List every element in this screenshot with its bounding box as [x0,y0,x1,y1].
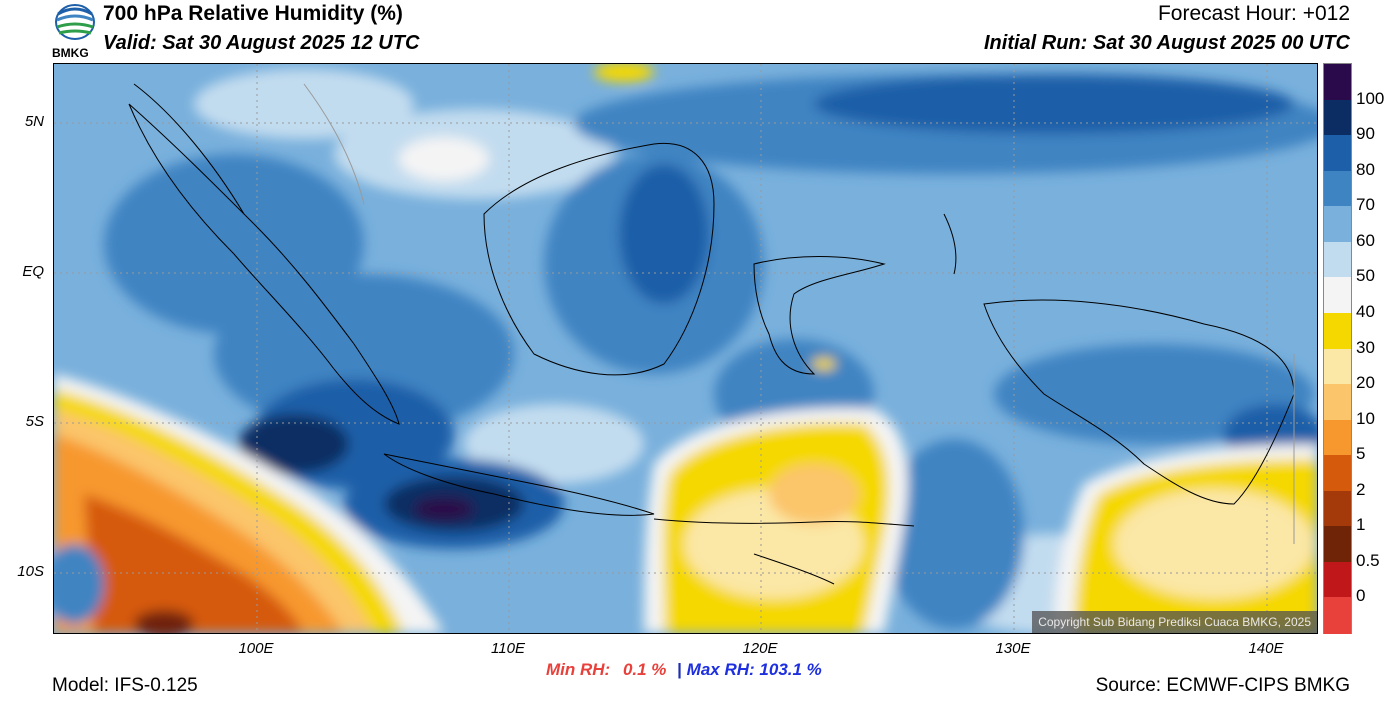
lon-tick-130e: 130E [995,640,1031,657]
max-rh-label: Max RH: [686,660,755,679]
colorbar-label: 0.5 [1356,550,1380,570]
lat-tick-5s: 5S [25,413,44,430]
colorbar-segment [1324,526,1351,563]
coastlines [128,83,1295,585]
lat-tick-5n: 5N [24,113,44,130]
java-coast [383,453,655,516]
colorbar-labels: 100 90 80 70 60 50 40 30 20 10 5 2 1 0.5 0 [1354,63,1400,632]
valid-time: Valid: Sat 30 August 2025 12 UTC [103,32,420,54]
sulawesi-coast [753,256,886,375]
logo-text: BMKG [52,46,89,60]
borders [303,83,1295,544]
lon-tick-100e: 100E [238,640,274,657]
colorbar-label: 50 [1356,266,1375,286]
colorbar-label: 20 [1356,373,1375,393]
colorbar-label: 60 [1356,230,1375,250]
colorbar-segment [1324,277,1351,314]
colorbar-label: 90 [1356,124,1375,144]
colorbar-segment [1324,206,1351,243]
bmkg-logo-icon [55,4,95,40]
new-guinea-coast [983,299,1295,505]
humidity-map: Copyright Sub Bidang Prediksi Cuaca BMKG… [53,63,1318,634]
colorbar-segment [1324,348,1351,385]
colorbar-segment [1324,99,1351,136]
colorbar-label: 1 [1356,515,1366,535]
colorbar-label: 10 [1356,408,1375,428]
lon-tick-140e: 140E [1248,640,1284,657]
colorbar-segment [1324,561,1351,598]
nusa-tenggara-coast [653,518,915,527]
initial-run: Initial Run: Sat 30 August 2025 00 UTC [983,32,1350,54]
max-rh-value: 103.1 % [759,660,822,679]
colorbar-segment [1324,597,1351,634]
halmahera-coast [943,213,957,275]
lat-tick-10s: 10S [17,563,44,580]
colorbar-label: 70 [1356,195,1375,215]
colorbar-label: 40 [1356,301,1375,321]
copyright-note: Copyright Sub Bidang Prediksi Cuaca BMKG… [1032,611,1317,633]
humidity-field [54,64,1317,633]
colorbar-label: 30 [1356,337,1375,357]
colorbar-segment [1324,312,1351,349]
rh-stats: Min RH: 0.1 % | Max RH: 103.1 % [546,660,822,680]
colorbar-segment [1324,455,1351,492]
colorbar-label: 100 [1356,88,1385,108]
colorbar-label: 80 [1356,159,1375,179]
colorbar-segment [1324,64,1351,101]
colorbar-segment [1324,384,1351,421]
stats-separator: | [677,660,682,679]
forecast-hour: Forecast Hour: +012 [1157,2,1350,25]
lon-tick-110e: 110E [491,640,525,657]
model-label: Model: IFS-0.125 [52,675,198,696]
bmkg-logo: BMKG [50,2,100,60]
timor-coast [753,553,835,585]
min-rh-value: 0.1 % [622,660,667,679]
lon-tick-120e: 120E [742,640,778,657]
borneo-coast [483,142,715,376]
lat-tick-eq: EQ [22,263,44,280]
colorbar-segment [1324,419,1351,456]
graticule [54,64,1317,633]
sumatra-coast [128,103,400,425]
colorbar-segment [1324,170,1351,207]
malay-peninsula-coast [133,83,245,215]
colorbar-segment [1324,241,1351,278]
colorbar-segment [1324,135,1351,172]
colorbar-label: 5 [1356,444,1366,464]
colorbar-label: 2 [1356,479,1366,499]
min-rh-label: Min RH: [546,660,611,679]
page-title: 700 hPa Relative Humidity (%) [103,2,403,25]
colorbar-label: 0 [1356,586,1366,606]
source-label: Source: ECMWF-CIPS BMKG [1095,675,1350,696]
colorbar-segment [1324,490,1351,527]
colorbar [1323,63,1352,634]
